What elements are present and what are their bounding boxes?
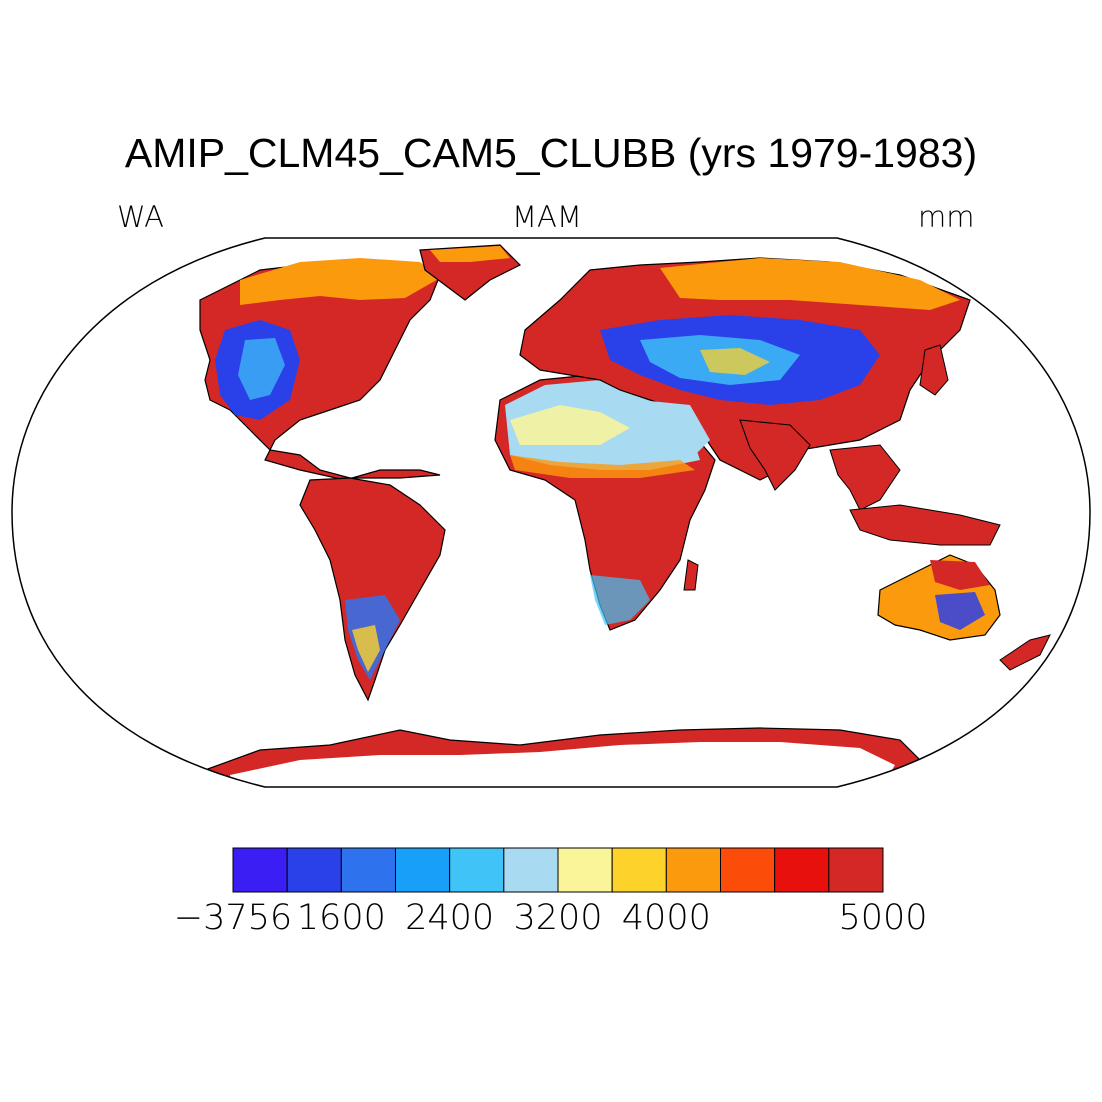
colorbar-label: 1600 [296, 898, 386, 938]
land-southeast-asia [829, 444, 901, 511]
colorbar-label: 3200 [513, 898, 603, 938]
colorbar-box [395, 847, 451, 893]
units-label: mm [918, 200, 975, 234]
land-south-america-south-yellow [352, 625, 380, 672]
plot-title: AMIP_CLM45_CAM5_CLUBB (yrs 1979-1983) [124, 130, 978, 176]
colorbar-box [720, 847, 776, 893]
colorbar-label: 5000 [838, 898, 928, 938]
land-central-asia-yellow [700, 348, 770, 375]
land-north-america-west-light [238, 338, 285, 400]
colorbar-box [286, 847, 342, 893]
colorbar-box [503, 847, 559, 893]
land-africa-sahara-yellow [510, 405, 630, 445]
land-madagascar [683, 559, 699, 591]
colorbar-box [340, 847, 397, 893]
land-australia-north [930, 560, 990, 590]
map-frame [11, 237, 1091, 788]
colorbar-box [557, 847, 613, 893]
land-indonesia [849, 504, 1001, 546]
land-india [739, 419, 811, 491]
land-new-zealand [999, 634, 1051, 671]
colorbar-box [665, 847, 721, 893]
land-japan [919, 344, 949, 396]
colorbar-box [611, 847, 667, 893]
season-label: MAM [512, 200, 582, 234]
colorbar-box [828, 847, 884, 893]
land-greenland-top [430, 246, 510, 262]
colorbar-box [774, 847, 830, 893]
land-africa-sahel [510, 455, 695, 478]
land-africa-south [590, 575, 650, 625]
colorbar-label: −3756 [173, 898, 293, 938]
colorbar-label: 2400 [405, 898, 495, 938]
variable-label: WA [117, 200, 164, 234]
colorbar-box [449, 847, 505, 893]
land-australia-interior [935, 592, 985, 630]
land-siberia-north [660, 258, 960, 310]
colorbar-label: 4000 [621, 898, 711, 938]
colorbar-box [232, 847, 288, 893]
land-south-america [299, 477, 446, 702]
land-middle-east [640, 400, 710, 460]
land-antarctica-interior [230, 742, 895, 787]
land-north-america-arctic [240, 258, 440, 305]
